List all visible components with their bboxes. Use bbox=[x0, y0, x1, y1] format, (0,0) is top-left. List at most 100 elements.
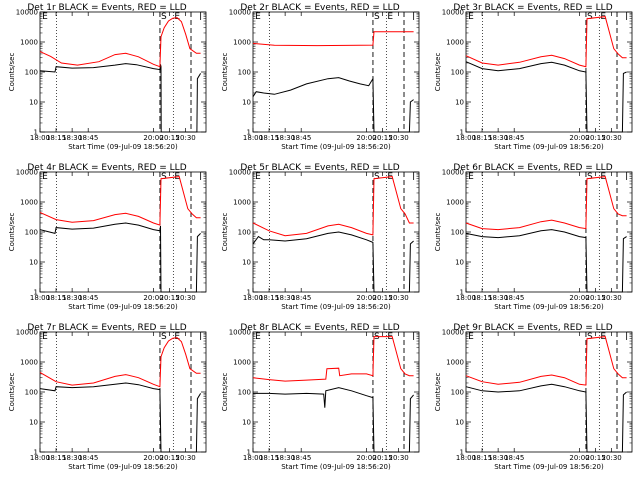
chart-panel: Det 2r BLACK = Events, RED = LLD 1 10 100 10… bbox=[213, 0, 426, 160]
y-tick-label: 10 bbox=[455, 99, 464, 107]
y-axis-label: Counts/sec bbox=[434, 213, 442, 252]
x-tick-label: 18:15 bbox=[472, 454, 492, 462]
annotation-label: E bbox=[468, 12, 474, 22]
chart-title: Det 5r BLACK = Events, RED = LLD bbox=[240, 163, 399, 173]
plot-frame bbox=[39, 171, 207, 293]
chart-title: Det 3r BLACK = Events, RED = LLD bbox=[453, 3, 612, 13]
annotation-label: E bbox=[174, 332, 180, 342]
x-tick-label: 20:30 bbox=[389, 294, 409, 302]
chart-panel: Det 1r BLACK = Events, RED = LLD 1 10 100 10… bbox=[0, 0, 213, 160]
y-tick-label: 10 bbox=[242, 259, 251, 267]
events-series-line bbox=[465, 383, 627, 453]
y-axis-label: Counts/sec bbox=[221, 213, 229, 252]
chart-panel: Det 9r BLACK = Events, RED = LLD 1 10 100 10… bbox=[426, 320, 639, 480]
x-tick-label: 20:00 bbox=[569, 454, 589, 462]
y-tick-label: 10000 bbox=[16, 329, 38, 337]
x-axis-label: Start Time (09-Jul-09 18:56:20) bbox=[494, 143, 604, 151]
y-tick-label: 100 bbox=[25, 229, 38, 237]
y-tick-label: 10 bbox=[242, 419, 251, 427]
y-tick-label: 10 bbox=[455, 259, 464, 267]
lld-series-line bbox=[252, 336, 414, 382]
y-tick-label: 1000 bbox=[233, 39, 251, 47]
y-tick-label: 1000 bbox=[20, 39, 38, 47]
events-series-line bbox=[39, 222, 201, 293]
annotation-label: E bbox=[174, 12, 180, 22]
y-tick-label: 10000 bbox=[442, 329, 464, 337]
y-tick-label: 10000 bbox=[16, 169, 38, 177]
y-axis-label: Counts/sec bbox=[8, 373, 16, 412]
y-axis-label: Counts/sec bbox=[434, 373, 442, 412]
lld-series-line bbox=[39, 17, 201, 68]
lld-series-line bbox=[252, 31, 414, 47]
annotation-label: E bbox=[255, 12, 261, 22]
chart-panel: Det 5r BLACK = Events, RED = LLD 1 10 100 10… bbox=[213, 160, 426, 320]
x-tick-label: 18:00 bbox=[456, 454, 476, 462]
x-tick-label: 20:15 bbox=[372, 134, 392, 142]
y-tick-label: 100 bbox=[25, 69, 38, 77]
x-tick-label: 18:15 bbox=[472, 134, 492, 142]
plot-frame bbox=[252, 331, 420, 453]
y-tick-label: 1000 bbox=[20, 359, 38, 367]
y-tick-label: 100 bbox=[25, 389, 38, 397]
y-axis-label: Counts/sec bbox=[221, 53, 229, 92]
x-tick-label: 18:00 bbox=[456, 134, 476, 142]
chart-svg: Det 5r BLACK = Events, RED = LLD 1 10 100 10… bbox=[221, 163, 420, 311]
y-tick-label: 1 bbox=[460, 289, 464, 297]
y-tick-label: 10000 bbox=[442, 169, 464, 177]
x-axis-label: Start Time (09-Jul-09 18:56:20) bbox=[68, 303, 178, 311]
lld-series-line bbox=[39, 176, 201, 226]
y-tick-label: 1 bbox=[34, 129, 38, 137]
plot-frame bbox=[465, 11, 633, 133]
lld-series-line bbox=[252, 176, 414, 237]
y-tick-label: 1000 bbox=[446, 39, 464, 47]
y-tick-label: 10 bbox=[29, 99, 38, 107]
y-tick-label: 10 bbox=[455, 419, 464, 427]
x-tick-label: 20:00 bbox=[569, 294, 589, 302]
x-tick-label: 18:15 bbox=[46, 454, 66, 462]
annotation-label: S bbox=[587, 172, 593, 182]
events-series-line bbox=[39, 63, 202, 133]
annotation-label: E bbox=[42, 332, 48, 342]
x-tick-label: 20:30 bbox=[602, 134, 622, 142]
chart-title: Det 7r BLACK = Events, RED = LLD bbox=[27, 323, 186, 333]
x-tick-label: 18:00 bbox=[243, 134, 263, 142]
x-tick-label: 18:15 bbox=[259, 294, 279, 302]
x-tick-label: 18:15 bbox=[259, 454, 279, 462]
y-tick-label: 1 bbox=[247, 449, 251, 457]
annotation-label: S bbox=[587, 12, 593, 22]
x-tick-label: 20:15 bbox=[585, 294, 605, 302]
x-tick-label: 20:00 bbox=[356, 294, 376, 302]
x-axis-label: Start Time (09-Jul-09 18:56:20) bbox=[68, 143, 178, 151]
x-tick-label: 20:30 bbox=[176, 134, 196, 142]
x-tick-label: 18:45 bbox=[78, 294, 98, 302]
y-tick-label: 100 bbox=[238, 229, 251, 237]
annotation-label: E bbox=[468, 172, 474, 182]
x-tick-label: 18:45 bbox=[291, 454, 311, 462]
x-tick-label: 20:00 bbox=[356, 134, 376, 142]
annotation-label: E bbox=[255, 172, 261, 182]
y-tick-label: 1 bbox=[247, 289, 251, 297]
x-tick-label: 18:30 bbox=[488, 454, 508, 462]
y-tick-label: 10 bbox=[29, 259, 38, 267]
y-tick-label: 100 bbox=[238, 69, 251, 77]
y-tick-label: 1000 bbox=[233, 359, 251, 367]
x-tick-label: 20:15 bbox=[585, 134, 605, 142]
x-tick-label: 18:00 bbox=[30, 454, 50, 462]
chart-panel: Det 8r BLACK = Events, RED = LLD 1 10 100 10… bbox=[213, 320, 426, 480]
y-tick-label: 1000 bbox=[446, 359, 464, 367]
x-tick-label: 20:15 bbox=[159, 134, 179, 142]
y-tick-label: 1 bbox=[460, 449, 464, 457]
x-tick-label: 18:00 bbox=[30, 294, 50, 302]
x-tick-label: 18:45 bbox=[291, 134, 311, 142]
chart-panel: Det 7r BLACK = Events, RED = LLD 1 10 100 10… bbox=[0, 320, 213, 480]
events-series-line bbox=[252, 231, 414, 293]
x-tick-label: 18:30 bbox=[62, 294, 82, 302]
annotation-label: S bbox=[161, 12, 167, 22]
y-axis-label: Counts/sec bbox=[8, 53, 16, 92]
chart-svg: Det 9r BLACK = Events, RED = LLD 1 10 100 10… bbox=[434, 323, 633, 471]
plot-frame bbox=[465, 171, 633, 293]
y-tick-label: 1000 bbox=[446, 199, 464, 207]
y-axis-label: Counts/sec bbox=[221, 373, 229, 412]
annotation-label: S bbox=[161, 172, 167, 182]
